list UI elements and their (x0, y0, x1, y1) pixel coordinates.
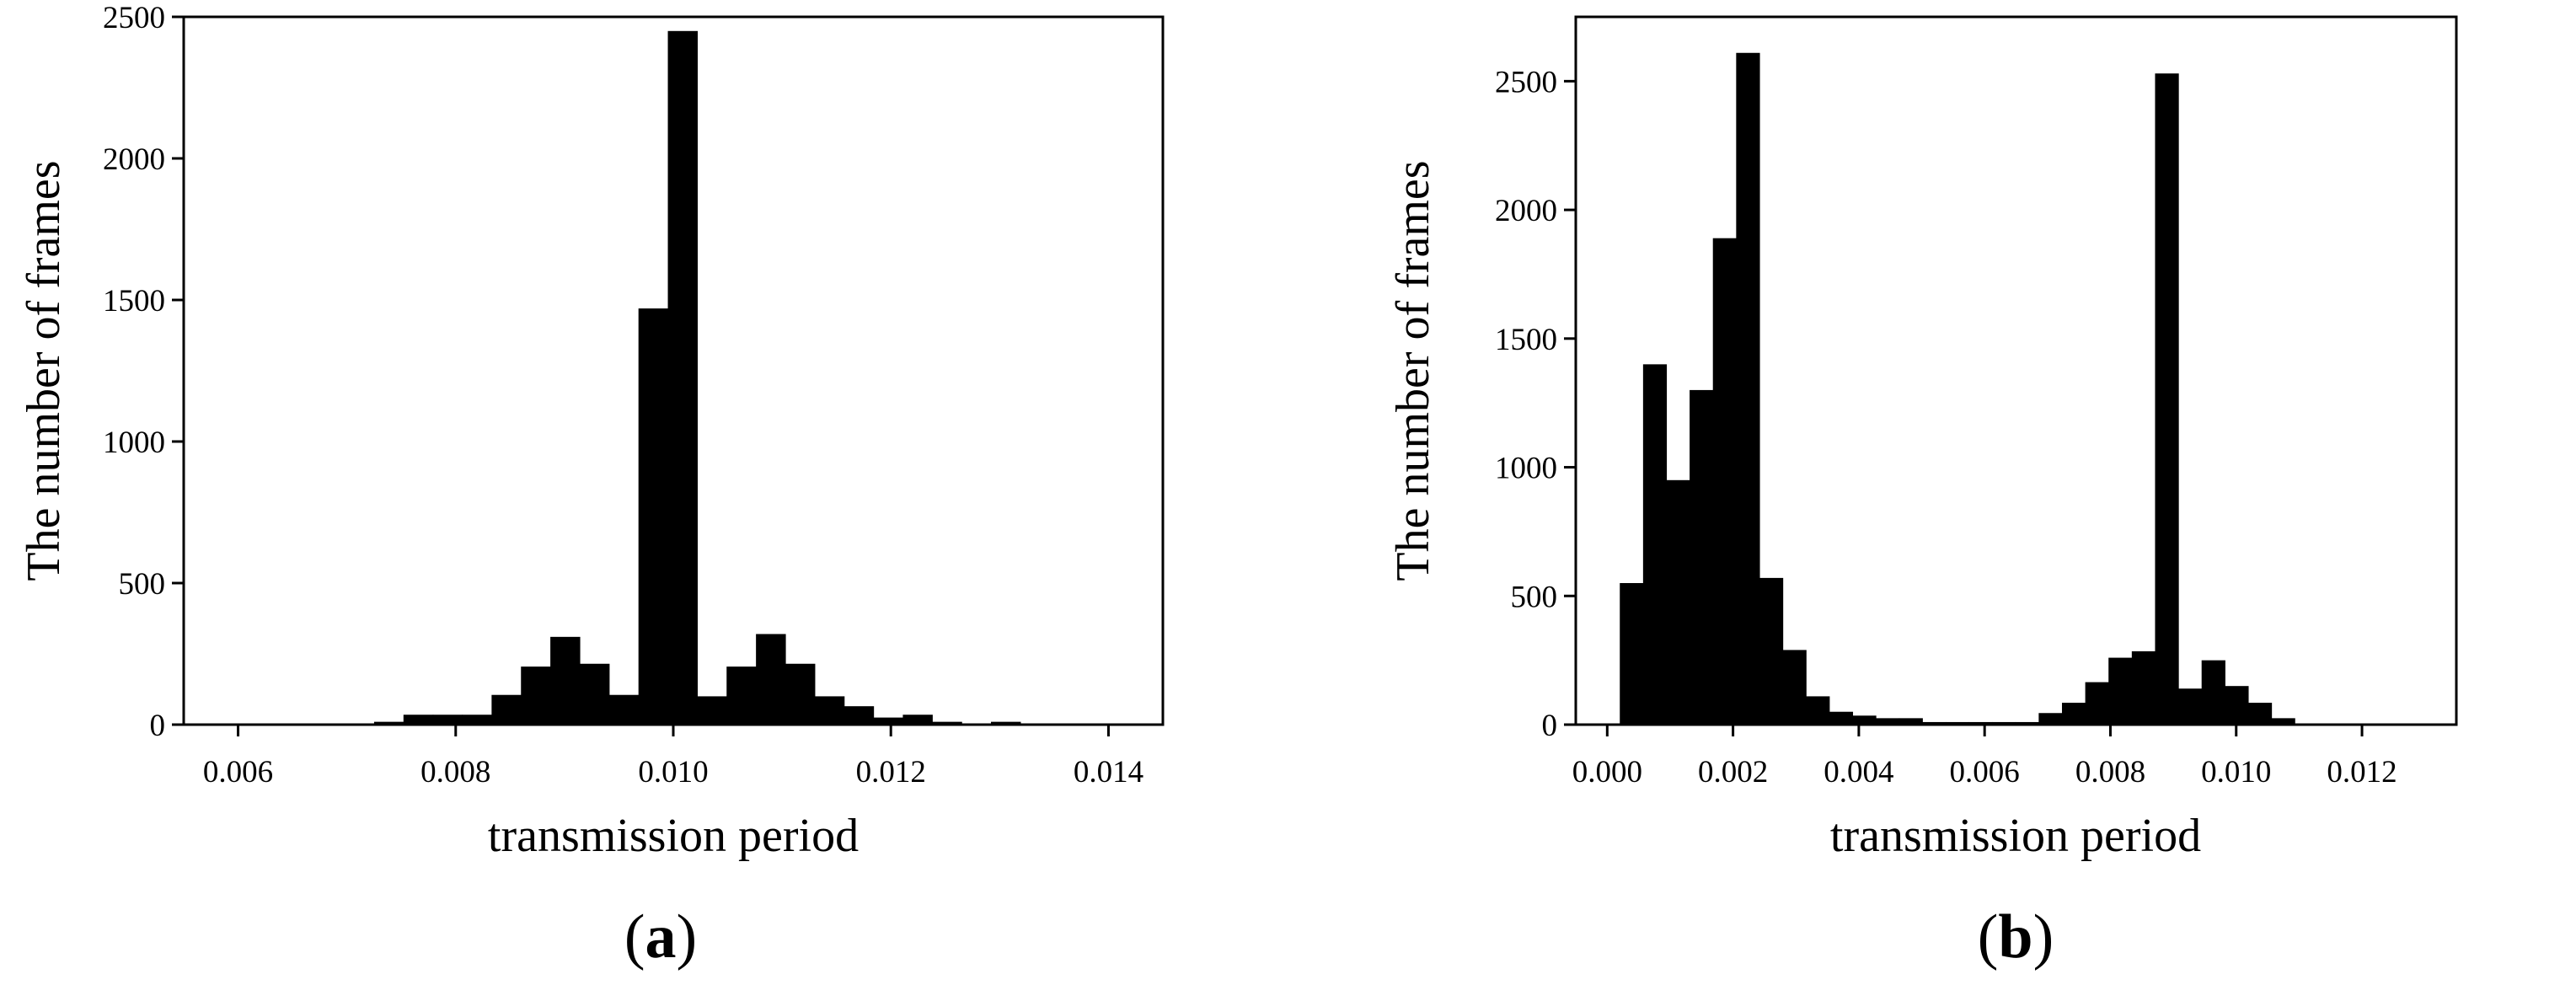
x-tick-label: 0.002 (1698, 755, 1768, 790)
histogram-bar (1712, 238, 1737, 725)
y-tick-label: 2500 (1495, 65, 1557, 99)
x-tick-label: 0.010 (638, 755, 708, 790)
histogram-bar (2015, 721, 2039, 725)
panel-label-letter: a (645, 902, 677, 972)
y-tick-label: 0 (1542, 709, 1558, 743)
panel-label-a: (a) (624, 902, 698, 972)
histogram-bar (1922, 721, 1947, 725)
histogram-bar (756, 634, 786, 725)
histogram-bar (1666, 479, 1690, 725)
x-tick-label: 0.006 (1950, 755, 2020, 790)
histogram-bar (1968, 721, 1993, 725)
histogram-bar (2061, 703, 2086, 725)
y-axis-label: The number of frames (18, 160, 70, 581)
histogram-bar (521, 666, 551, 725)
x-tick-label: 0.012 (856, 755, 926, 790)
panel-label-letter: b (1998, 902, 2033, 972)
histogram-bar (991, 721, 1021, 725)
plot-frame (1574, 15, 2458, 726)
x-tick-label: 0.012 (2327, 755, 2397, 790)
y-tick-label: 500 (1511, 580, 1558, 614)
y-tick-label: 2000 (1495, 194, 1557, 228)
histogram-bar (2085, 682, 2109, 725)
x-tick-label: 0.004 (1824, 755, 1893, 790)
histogram-bar (667, 30, 699, 725)
x-axis-label: transmission period (488, 810, 859, 862)
x-tick-label: 0.010 (2201, 755, 2271, 790)
histogram-bar (2178, 688, 2203, 725)
y-tick-label: 2000 (103, 142, 165, 177)
y-axis-label: The number of frames (1387, 160, 1439, 581)
x-tick-label: 0.008 (2075, 755, 2145, 790)
histogram-bar (638, 308, 669, 725)
x-tick-label: 0.014 (1074, 755, 1143, 790)
histogram-bar (2155, 73, 2179, 725)
histogram-bar (1782, 650, 1807, 725)
y-tick-label: 2500 (103, 1, 165, 35)
y-tick-label: 1000 (1495, 452, 1557, 486)
histogram-bar (491, 694, 522, 725)
histogram-bar (1620, 583, 1644, 725)
histogram-bar (2271, 718, 2295, 725)
y-tick-label: 1500 (103, 284, 165, 318)
histogram-bar (902, 715, 933, 725)
y-tick-label: 1500 (1495, 323, 1557, 357)
histogram-bar (1829, 711, 1854, 725)
histogram-bar (579, 663, 610, 725)
y-tick-label: 0 (150, 709, 166, 743)
histogram-bar (403, 715, 434, 725)
histogram-bar (1759, 577, 1784, 725)
y-tick-label: 1000 (103, 426, 165, 460)
histogram-bar (1806, 696, 1830, 725)
histogram-bar (843, 706, 875, 725)
histogram-bar (697, 696, 727, 725)
histogram-a: The number of frames transmission period… (18, 1, 1165, 862)
histogram-bar (814, 696, 845, 725)
panel-label-b: (b) (1977, 902, 2054, 972)
y-tick-label: 500 (119, 567, 166, 602)
histogram-bar (2108, 657, 2133, 725)
histogram-bar (1736, 52, 1760, 725)
histogram-bar (2038, 713, 2063, 725)
histogram-bar (1852, 715, 1877, 725)
histogram-bar (608, 694, 640, 725)
histogram-bar (1642, 364, 1668, 725)
x-tick-label: 0.000 (1572, 755, 1642, 790)
histogram-bar (1899, 718, 1923, 725)
x-tick-label: 0.006 (203, 755, 273, 790)
histogram-bar (1992, 721, 2016, 725)
histogram-bar (432, 715, 463, 725)
histogram-bar (726, 666, 757, 725)
histogram-bar (1945, 721, 1970, 725)
histogram-bar (2201, 660, 2225, 725)
histogram-bar (2131, 650, 2156, 725)
histogram-bar (1876, 718, 1900, 725)
histogram-bar (550, 636, 581, 725)
histogram-bar (462, 715, 492, 725)
histogram-bar (2247, 703, 2273, 725)
histogram-bar (873, 717, 904, 725)
x-tick-label: 0.008 (420, 755, 490, 790)
histogram-b: The number of frames transmission period… (1387, 15, 2458, 862)
histogram-bar (2225, 686, 2249, 725)
histogram-bar (785, 663, 816, 725)
histogram-bar (932, 721, 962, 725)
histogram-bar (1690, 389, 1714, 725)
x-axis-label: transmission period (1830, 810, 2201, 862)
histogram-bar (373, 721, 404, 725)
